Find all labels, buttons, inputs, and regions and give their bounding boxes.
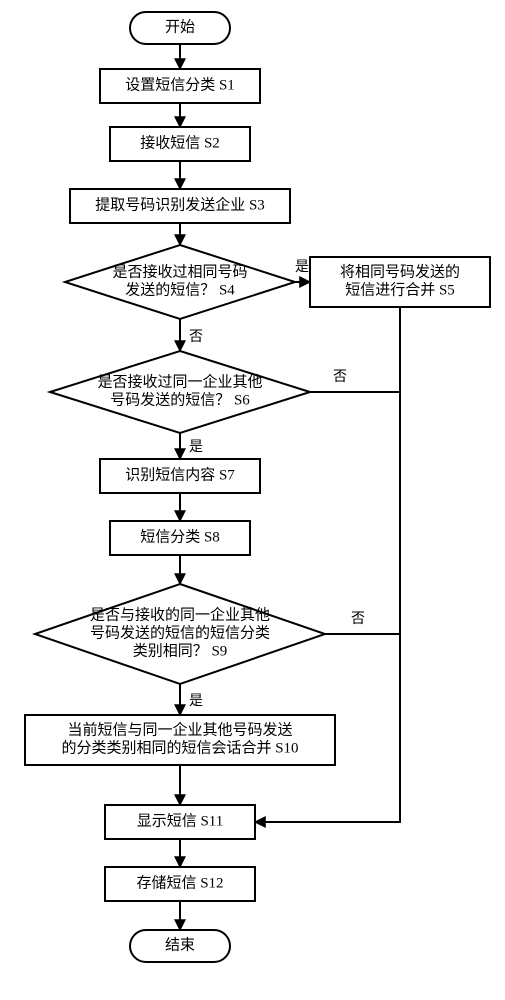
- node-s11: 显示短信 S11: [105, 805, 255, 839]
- node-label: 设置短信分类 S1: [125, 76, 235, 93]
- edge-label: 否: [351, 612, 365, 627]
- node-label: 是否接收过相同号码: [112, 263, 247, 280]
- node-label: 的分类类别相同的短信会话合并 S10: [61, 739, 298, 756]
- node-label: 开始: [165, 18, 195, 35]
- node-label: 是否接收过同一企业其他: [97, 372, 262, 390]
- node-label: 号码发送的短信的短信分类: [90, 624, 270, 641]
- node-end: 结束: [130, 930, 230, 962]
- node-label: 是否与接收的同一企业其他: [90, 605, 270, 623]
- node-label: 存储短信 S12: [136, 874, 223, 891]
- node-label: 类别相同？ S9: [133, 642, 228, 659]
- node-label: 接收短信 S2: [140, 134, 220, 151]
- node-start: 开始: [130, 12, 230, 44]
- node-label: 发送的短信？ S4: [125, 281, 235, 298]
- node-label: 显示短信 S11: [137, 812, 224, 829]
- node-s4: 是否接收过相同号码发送的短信？ S4: [65, 245, 295, 319]
- node-s8: 短信分类 S8: [110, 521, 250, 555]
- node-label: 结束: [165, 936, 195, 953]
- node-label: 识别短信内容 S7: [125, 466, 235, 483]
- edge-label: 是: [189, 440, 203, 455]
- edge-label: 是: [295, 260, 309, 275]
- node-s5: 将相同号码发送的短信进行合并 S5: [310, 257, 490, 307]
- node-label: 提取号码识别发送企业 S3: [95, 195, 265, 213]
- node-label: 短信分类 S8: [140, 528, 220, 545]
- edge-label: 是: [189, 694, 203, 709]
- node-s1: 设置短信分类 S1: [100, 69, 260, 103]
- node-s9: 是否与接收的同一企业其他号码发送的短信的短信分类类别相同？ S9: [35, 584, 325, 684]
- node-label: 当前短信与同一企业其他号码发送: [67, 720, 292, 738]
- flowchart: 是否是是否否开始设置短信分类 S1接收短信 S2提取号码识别发送企业 S3是否接…: [0, 0, 505, 1000]
- node-s3: 提取号码识别发送企业 S3: [70, 189, 290, 223]
- node-label: 短信进行合并 S5: [345, 281, 455, 298]
- node-s7: 识别短信内容 S7: [100, 459, 260, 493]
- node-s10: 当前短信与同一企业其他号码发送的分类类别相同的短信会话合并 S10: [25, 715, 335, 765]
- node-s2: 接收短信 S2: [110, 127, 250, 161]
- node-label: 号码发送的短信？ S6: [110, 391, 250, 408]
- node-label: 将相同号码发送的: [340, 263, 460, 280]
- edge-label: 否: [333, 370, 347, 385]
- node-s12: 存储短信 S12: [105, 867, 255, 901]
- node-s6: 是否接收过同一企业其他号码发送的短信？ S6: [50, 351, 310, 433]
- edge-label: 否: [189, 330, 203, 345]
